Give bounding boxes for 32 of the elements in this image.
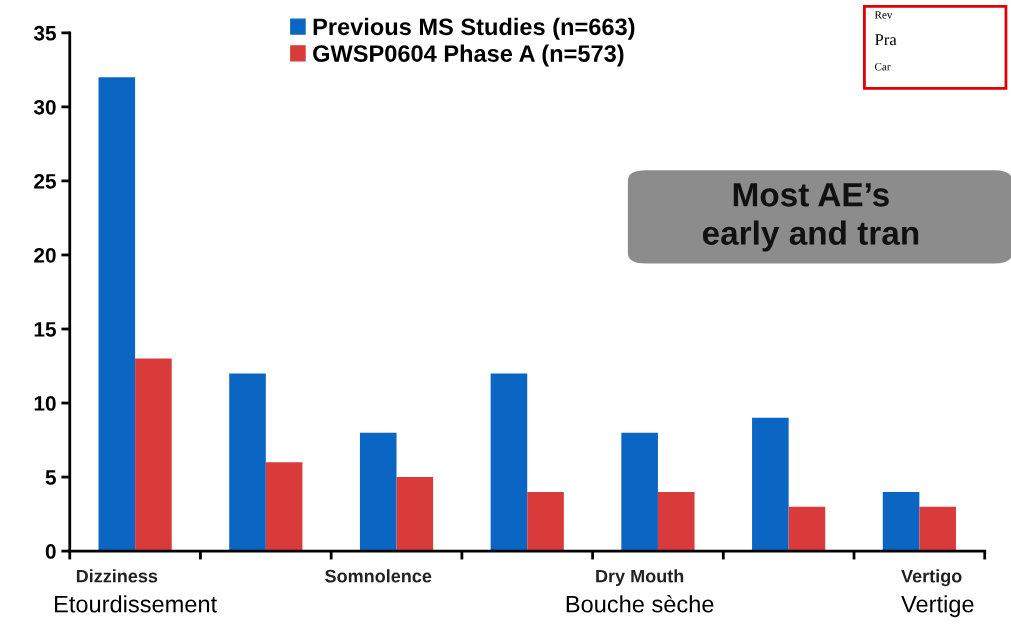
bar [788,506,826,552]
legend-label: GWSP0604 Phase A (n=573) [313,44,624,67]
x-tick-label: Somnolence [325,569,432,583]
bar [657,491,695,552]
bar [490,373,528,552]
y-tick-label: 35 [33,25,56,41]
y-tick-label: 10 [34,396,56,411]
x-tick-label: Dry Mouth Bouche sèche [566,569,714,613]
bar [621,432,658,552]
x-tick-label: Vertigo Vertige [901,569,974,618]
y-tick-label: 0 [45,544,56,559]
bar [135,358,172,552]
text: Rev [874,11,893,19]
annotation: Pra [874,34,897,46]
bar [98,77,136,552]
y-tick-label: 25 [34,173,56,189]
x-tick-label: Dizziness Etourdissement [55,569,217,613]
legend-label: Previous MS Studies (n=663) [313,17,635,40]
y-tick-label: 5 [45,470,56,485]
annotation: Most AE’s early and tran [702,183,919,252]
bar [229,373,266,552]
bar [919,506,956,552]
bar [359,432,397,552]
annotation: Car [874,62,891,71]
y-tick-label: 30 [33,99,56,115]
y-tick-label: 20 [34,247,56,263]
y-tick-label: 15 [34,322,56,337]
bar [396,477,434,552]
bar [265,462,303,552]
bar [527,491,564,552]
bar [882,491,920,552]
bar [752,417,789,552]
